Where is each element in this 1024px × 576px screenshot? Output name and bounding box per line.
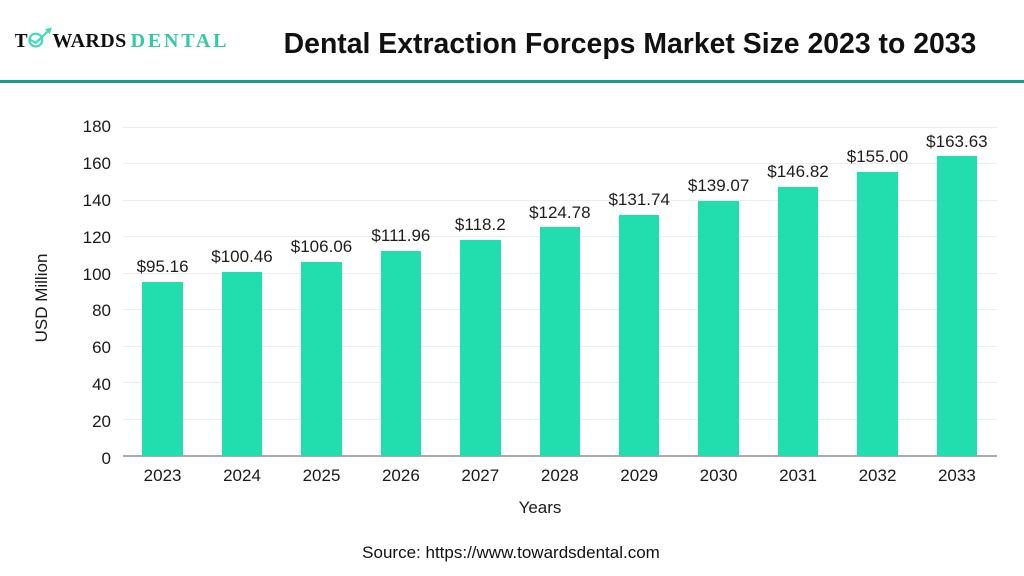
- svg-text:T: T: [15, 30, 28, 52]
- svg-text:DENTAL: DENTAL: [130, 30, 229, 52]
- svg-text:WARDS: WARDS: [52, 30, 126, 52]
